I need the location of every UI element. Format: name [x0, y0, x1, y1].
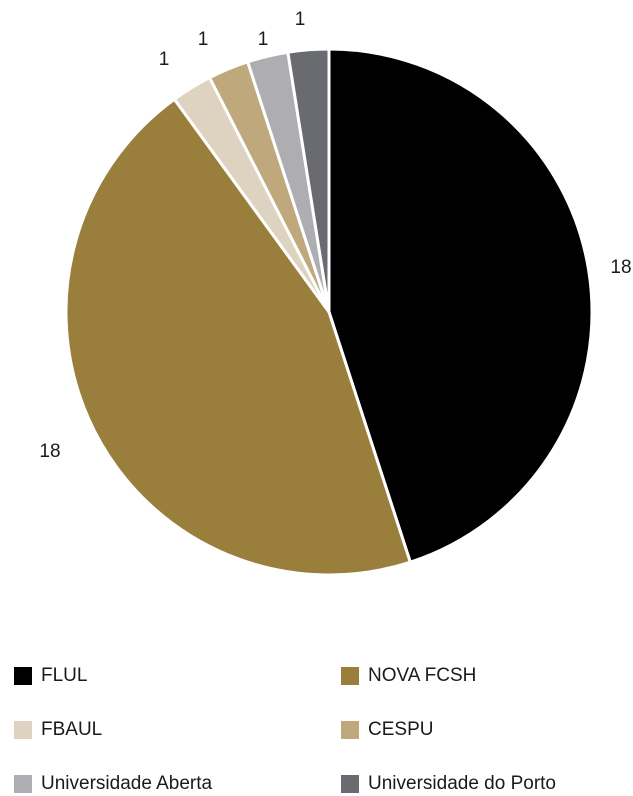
pie-slice-flul: [327, 47, 594, 564]
data-label-nova-fcsh: 18: [39, 441, 60, 462]
data-label-fbaul: 1: [159, 49, 170, 70]
pie-slices: [64, 47, 594, 577]
data-label-cespu: 1: [198, 29, 209, 50]
legend-label-universidade-aberta: Universidade Aberta: [41, 773, 213, 794]
legend-swatch-fbaul: [14, 721, 32, 739]
legend-label-universidade-do-porto: Universidade do Porto: [368, 773, 556, 794]
legend-swatch-universidade-aberta: [14, 775, 32, 793]
legend-item-cespu: CESPU: [341, 718, 433, 742]
legend-item-universidade-do-porto: Universidade do Porto: [341, 772, 556, 796]
pie-slice-nova-fcsh: [64, 97, 412, 577]
legend-label-cespu: CESPU: [368, 719, 434, 740]
data-label-flul: 18: [610, 257, 631, 278]
data-label-universidade-do-porto: 1: [295, 9, 306, 30]
legend-label-nova-fcsh: NOVA FCSH: [368, 665, 477, 686]
legend-item-universidade-aberta: Universidade Aberta: [14, 772, 212, 796]
legend-item-nova-fcsh: NOVA FCSH: [341, 664, 476, 688]
legend-swatch-cespu: [341, 721, 359, 739]
legend-label-fbaul: FBAUL: [41, 719, 103, 740]
pie-chart: 18 18 1 1 1 1: [39, 9, 632, 577]
pie-slice-universidade-do-porto: [286, 47, 331, 314]
legend-swatch-universidade-do-porto: [341, 775, 359, 793]
legend: FLUL NOVA FCSH FBAUL CESPU Universidade …: [0, 650, 633, 795]
data-label-universidade-aberta: 1: [258, 29, 269, 50]
legend-label-flul: FLUL: [41, 665, 88, 686]
legend-item-fbaul: FBAUL: [14, 718, 102, 742]
legend-item-flul: FLUL: [14, 664, 87, 688]
legend-swatch-nova-fcsh: [341, 667, 359, 685]
pie-data-labels: 18 18 1 1 1 1: [39, 9, 631, 462]
legend-swatch-flul: [14, 667, 32, 685]
